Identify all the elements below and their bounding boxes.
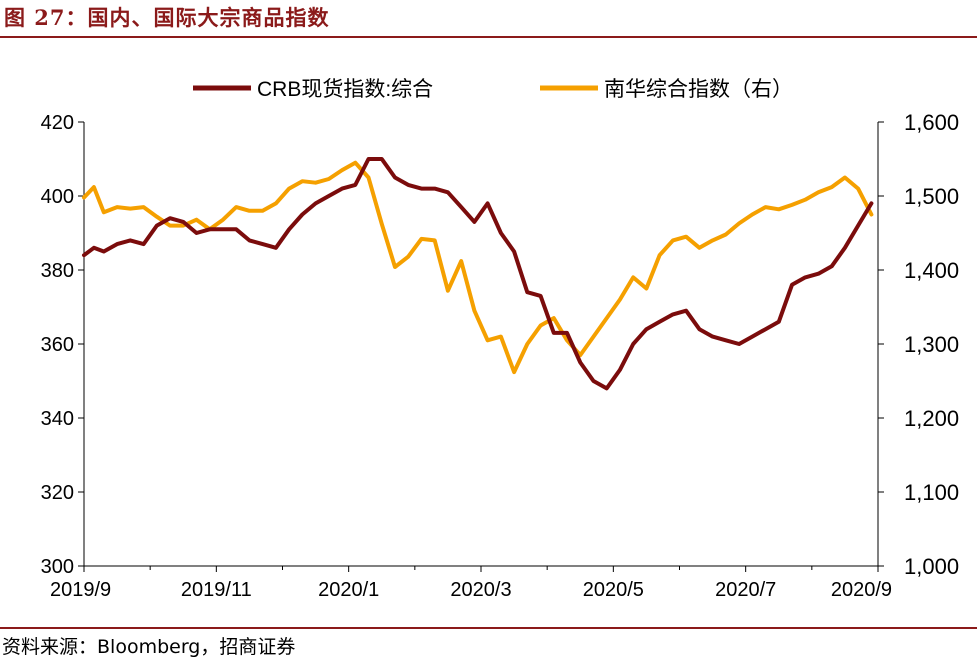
title-rule: [0, 36, 977, 38]
y-right-tick-label: 1,200: [904, 406, 959, 431]
y-left-tick-label: 420: [41, 112, 74, 134]
y-right-tick-label: 1,600: [904, 110, 959, 135]
legend-item-nanhua-label: 南华综合指数（右）: [604, 78, 793, 101]
figure-title: 图 27：国内、国际大宗商品指数: [4, 5, 330, 30]
x-tick-label: 2020/9: [831, 579, 892, 601]
y-left-tick-label: 340: [41, 408, 74, 430]
x-tick-label: 2019/11: [181, 579, 252, 601]
x-tick-label: 2019/9: [50, 579, 111, 601]
series-line-nanhua: [82, 160, 874, 375]
y-right-tick-label: 1,300: [904, 332, 959, 357]
series-lines: [82, 157, 874, 391]
x-tick-label: 2020/3: [450, 579, 511, 601]
legend-item-crb-label: CRB现货指数:综合: [257, 78, 433, 101]
y-left-tick-label: 300: [41, 556, 74, 578]
x-tick-label: 2020/5: [583, 579, 644, 601]
y-left-tick-label: 400: [41, 186, 74, 208]
y-left-tick-label: 320: [41, 482, 74, 504]
y-right-tick-label: 1,400: [904, 258, 959, 283]
y-right-tick-label: 1,500: [904, 184, 959, 209]
legend: CRB现货指数:综合 南华综合指数（右）: [193, 78, 793, 101]
x-tick-label: 2020/1: [318, 579, 379, 601]
source-rule: [0, 627, 977, 629]
source-note: 资料来源：Bloomberg，招商证券: [2, 636, 296, 658]
y-left-tick-label: 360: [41, 334, 74, 356]
y-right-tick-label: 1,000: [904, 554, 959, 579]
x-tick-label: 2020/7: [715, 579, 776, 601]
y-left-tick-label: 380: [41, 260, 74, 282]
series-line-crb: [82, 157, 874, 391]
axes: 420 400 380 360 340 320 300 1,600 1,500 1,400 1,30…: [41, 110, 959, 601]
y-right-tick-label: 1,100: [904, 480, 959, 505]
